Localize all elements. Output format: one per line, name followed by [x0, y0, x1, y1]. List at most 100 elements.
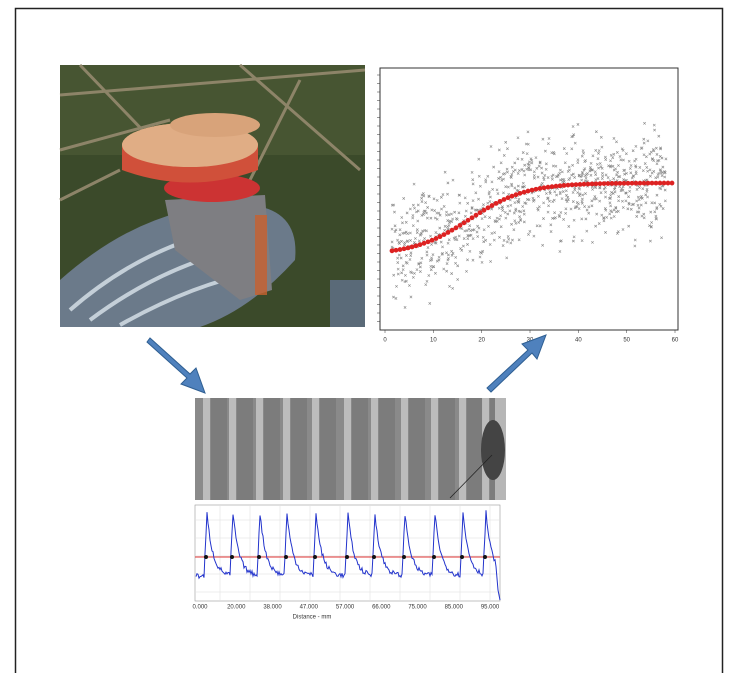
- fit-point: [549, 184, 555, 190]
- scatter-point: [602, 187, 606, 191]
- scatter-point: [445, 269, 449, 273]
- scatter-point: [571, 125, 575, 128]
- scatter-point: [659, 169, 663, 173]
- latewood-band: [203, 398, 210, 500]
- fit-point: [453, 225, 459, 231]
- fit-point: [553, 183, 559, 189]
- scatter-point: [403, 273, 407, 277]
- scatter-point: [656, 175, 660, 179]
- scatter-point: [570, 173, 574, 177]
- scatter-point: [604, 208, 608, 212]
- scatter-point: [639, 203, 643, 207]
- x-tick-label: 50: [623, 338, 630, 344]
- scatter-point: [541, 243, 545, 247]
- scatter-point: [502, 154, 506, 157]
- fit-point: [541, 185, 547, 191]
- scatter-point: [605, 215, 609, 219]
- scatter-point: [393, 210, 396, 214]
- scatter-point: [588, 169, 592, 173]
- scatter-point: [509, 176, 513, 179]
- scatter-point: [425, 253, 429, 257]
- scatter-point: [566, 198, 570, 202]
- scatter-point: [590, 204, 594, 208]
- scatter-point: [597, 166, 600, 170]
- scatter-point: [598, 199, 602, 203]
- scatter-point: [597, 151, 600, 155]
- scatter-point: [438, 226, 442, 230]
- x-tick-label: 20: [478, 338, 485, 344]
- scatter-point: [517, 209, 521, 213]
- scatter-point: [614, 210, 618, 214]
- latewood-band: [283, 398, 290, 500]
- scatter-point: [515, 189, 519, 192]
- scatter-point: [531, 196, 535, 200]
- fit-point: [649, 180, 655, 186]
- ring-marker: [230, 555, 234, 559]
- scatter-point: [411, 214, 415, 217]
- scatter-point: [459, 247, 462, 250]
- scatter-point: [560, 170, 564, 174]
- fit-point: [589, 181, 595, 187]
- scatter-point: [582, 168, 586, 172]
- fit-point: [521, 189, 527, 195]
- scatter-point: [576, 191, 580, 195]
- scatter-point: [629, 171, 633, 175]
- fit-point: [397, 247, 403, 252]
- scatter-point: [632, 174, 635, 178]
- scatter-point: [622, 158, 625, 162]
- scatter-point: [609, 204, 613, 208]
- scatter-point: [543, 149, 547, 153]
- scatter-point: [616, 175, 620, 179]
- x-tick-label: 57.000: [336, 605, 355, 611]
- scatter-point: [472, 228, 476, 232]
- scatter-point: [396, 261, 400, 264]
- scatter-point: [451, 286, 455, 290]
- scatter-point: [499, 176, 503, 179]
- scatter-point: [408, 258, 412, 261]
- scatter-point: [642, 216, 646, 220]
- fit-point: [565, 182, 571, 188]
- scatter-point: [477, 157, 481, 161]
- scatter-point: [457, 211, 461, 215]
- scatter-point: [506, 212, 510, 216]
- latewood-band: [459, 398, 466, 500]
- earlywood-band: [467, 398, 483, 500]
- scatter-point: [409, 254, 413, 258]
- scatter-point: [529, 168, 533, 172]
- scatter-point: [498, 235, 501, 239]
- scatter-point: [411, 224, 415, 228]
- scatter-point: [595, 162, 599, 166]
- scatter-point: [530, 159, 534, 162]
- pith: [481, 420, 505, 480]
- scatter-point: [644, 201, 648, 205]
- scatter-point: [506, 185, 510, 189]
- scatter-point: [544, 162, 548, 166]
- scatter-point: [403, 280, 407, 284]
- scatter-point: [521, 151, 525, 154]
- scatter-point: [619, 158, 623, 162]
- scatter-point: [470, 207, 474, 210]
- scatter-point: [418, 270, 422, 273]
- scatter-point: [398, 233, 402, 237]
- scatter-point: [466, 258, 469, 262]
- scatter-point: [396, 272, 400, 276]
- scatter-point: [478, 184, 482, 188]
- scatter-point: [442, 205, 446, 208]
- scatter-point: [474, 191, 478, 195]
- scatter-point: [659, 146, 663, 150]
- scatter-point: [398, 228, 402, 232]
- scatter-point: [508, 209, 512, 213]
- scatter-point: [510, 173, 514, 176]
- fit-point: [661, 180, 667, 186]
- scatter-point: [422, 209, 426, 213]
- scatter-point: [429, 268, 433, 272]
- scatter-point: [463, 196, 467, 200]
- scatter-point: [465, 229, 469, 232]
- latewood-band: [401, 398, 408, 500]
- fit-point: [457, 222, 463, 228]
- scatter-point: [425, 279, 429, 283]
- scatter-point: [438, 213, 442, 217]
- scatter-point: [564, 198, 568, 202]
- scatter-point: [457, 234, 461, 238]
- scatter-point: [409, 239, 412, 242]
